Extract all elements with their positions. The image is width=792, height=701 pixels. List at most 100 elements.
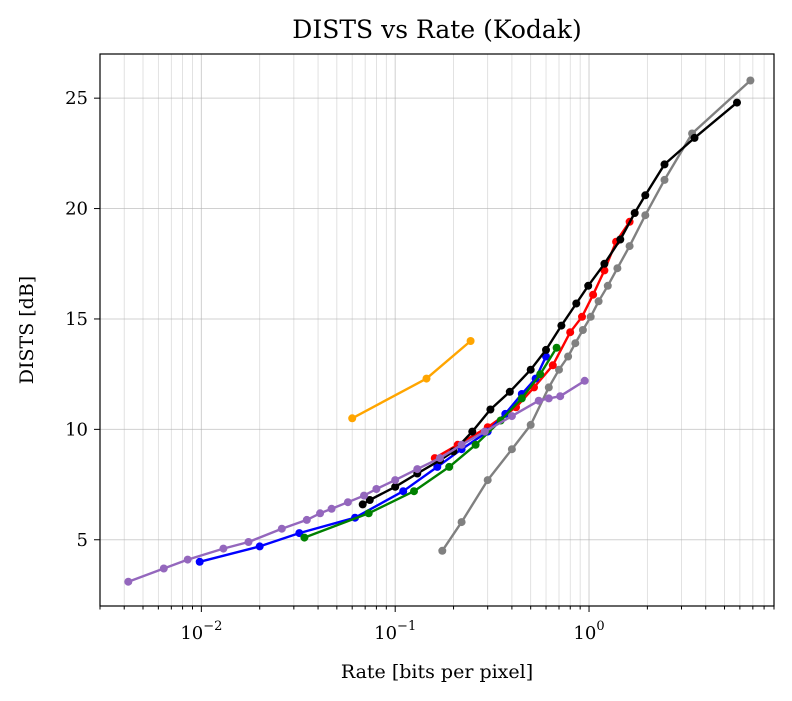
data-point: [613, 264, 622, 273]
data-point: [391, 482, 400, 491]
series-4: [358, 98, 741, 509]
data-point: [564, 352, 573, 361]
data-point: [486, 405, 495, 414]
series-0: [438, 76, 755, 555]
data-point: [586, 312, 595, 321]
chart-title: DISTS vs Rate (Kodak): [292, 15, 581, 44]
data-point: [399, 487, 408, 496]
series-3: [300, 343, 561, 542]
data-point: [552, 343, 561, 352]
data-point: [507, 445, 516, 454]
data-point: [457, 440, 466, 449]
data-point: [544, 394, 553, 403]
data-point: [584, 281, 593, 290]
x-tick-label: 10−1: [374, 619, 416, 644]
data-point: [594, 297, 603, 306]
data-point: [277, 524, 286, 533]
data-point: [536, 370, 545, 379]
data-point: [364, 509, 373, 518]
data-point: [300, 533, 309, 542]
y-tick-label: 5: [77, 530, 88, 551]
data-point: [600, 259, 609, 268]
grid: [99, 54, 775, 606]
data-point: [244, 538, 253, 546]
data-point: [660, 160, 669, 169]
data-point: [526, 420, 535, 429]
data-point: [343, 498, 352, 507]
data-point: [483, 476, 492, 485]
data-point: [556, 392, 565, 401]
data-point: [372, 485, 381, 493]
data-point: [572, 299, 581, 308]
data-point: [555, 365, 563, 374]
data-point: [348, 414, 357, 423]
data-point: [468, 427, 477, 436]
data-point: [124, 577, 133, 586]
data-point: [641, 191, 650, 200]
axis-ticks: 10−2 10−1 100 5 10 15 20 25: [65, 88, 775, 644]
series-6: [124, 376, 589, 586]
data-point: [391, 476, 400, 485]
data-point: [360, 491, 368, 500]
data-point: [445, 462, 454, 471]
data-point: [544, 383, 553, 392]
y-tick-label: 15: [65, 309, 88, 330]
series-line: [351, 340, 472, 420]
data-point: [746, 76, 755, 85]
x-tick-label: 100: [573, 619, 604, 644]
data-point: [616, 235, 625, 244]
data-point: [410, 487, 418, 496]
data-point: [557, 321, 566, 330]
series-line: [362, 101, 738, 506]
data-point: [517, 394, 526, 403]
data-point: [438, 546, 447, 555]
series-line: [127, 379, 586, 583]
data-point: [457, 518, 466, 527]
data-point: [159, 564, 168, 573]
data-point: [630, 209, 639, 217]
data-point: [422, 374, 431, 383]
y-tick-label: 20: [65, 199, 88, 220]
data-point: [566, 328, 575, 337]
data-point: [534, 396, 543, 405]
series-line: [199, 355, 548, 563]
data-point: [571, 339, 580, 348]
data-point: [580, 376, 589, 385]
data-point: [466, 337, 475, 345]
data-point: [413, 465, 422, 474]
data-point: [578, 326, 587, 334]
data-point: [505, 387, 514, 396]
data-point: [733, 98, 741, 107]
data-point: [603, 281, 612, 290]
data-point: [302, 515, 311, 524]
data-point: [327, 504, 336, 513]
x-tick-label: 10−2: [180, 619, 222, 644]
data-point: [195, 557, 204, 566]
data-point: [219, 544, 228, 553]
plot-frame: [99, 53, 775, 607]
data-point: [471, 440, 480, 449]
data-point: [480, 427, 489, 436]
data-point: [660, 175, 669, 184]
series-2: [195, 352, 550, 566]
x-axis-label: Rate [bits per pixel]: [341, 661, 533, 683]
data-point: [641, 211, 650, 220]
data-point: [365, 496, 374, 504]
data-point: [542, 352, 550, 361]
data-point: [433, 462, 442, 471]
data-point: [526, 365, 535, 374]
y-axis-label: DISTS [dB]: [16, 276, 38, 384]
data-point: [435, 454, 444, 463]
data-point: [589, 290, 598, 299]
plot-series: [124, 76, 755, 586]
data-point: [183, 555, 192, 564]
data-point: [625, 242, 634, 251]
series-5: [348, 337, 475, 423]
data-point: [548, 361, 557, 370]
y-tick-label: 10: [65, 419, 88, 440]
data-point: [316, 509, 325, 518]
data-point: [358, 500, 367, 509]
data-point: [542, 345, 550, 354]
data-point: [255, 542, 264, 551]
